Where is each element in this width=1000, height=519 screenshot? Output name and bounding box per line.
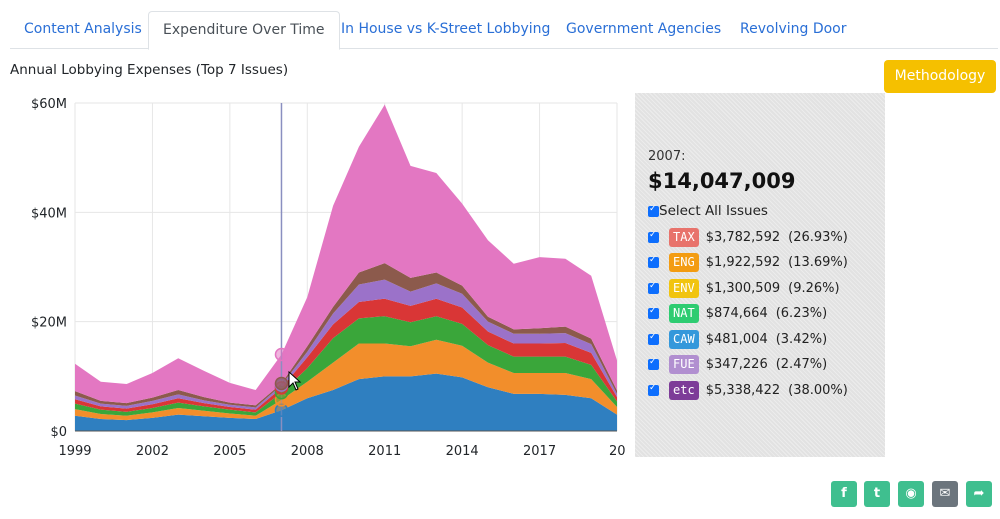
- issue-percent: (3.42%): [775, 331, 828, 347]
- twitter-icon[interactable]: t: [864, 481, 890, 507]
- issue-amount: $481,004: [705, 331, 768, 347]
- issue-percent: (2.47%): [775, 357, 828, 372]
- x-tick-label: 2005: [213, 444, 246, 459]
- x-tick-label: 2017: [523, 444, 556, 459]
- issue-checkbox[interactable]: [648, 230, 659, 243]
- tab-revolving-door[interactable]: Revolving Door: [740, 21, 847, 37]
- issue-badge: TAX: [669, 227, 699, 247]
- issue-badge: NAT: [669, 304, 699, 323]
- methodology-button[interactable]: Methodology: [884, 60, 996, 93]
- issue-checkbox[interactable]: [648, 332, 659, 345]
- tab-bar: Content Analysis Expenditure Over Time I…: [10, 11, 998, 50]
- issue-badge: CAW: [669, 329, 699, 349]
- issue-checkbox[interactable]: [648, 255, 659, 268]
- hover-marker: [274, 347, 289, 362]
- x-tick-label: 2014: [446, 444, 479, 459]
- select-all-issues[interactable]: Select All Issues: [648, 203, 768, 219]
- issue-percent: (26.93%): [788, 229, 848, 245]
- x-tick-label: 2011: [368, 444, 401, 459]
- issue-row-env[interactable]: ENV $1,300,509 (9.26%): [648, 277, 840, 299]
- issue-row-eng[interactable]: ENG $1,922,592 (13.69%): [648, 252, 848, 274]
- tab-government-agencies[interactable]: Government Agencies: [566, 21, 722, 37]
- issue-checkbox[interactable]: [648, 357, 659, 370]
- issue-checkbox[interactable]: [648, 383, 659, 396]
- series-area-3: [75, 298, 617, 413]
- issue-amount: $3,782,592: [705, 229, 781, 245]
- y-tick-label: $20M: [31, 316, 67, 331]
- issue-row-etc[interactable]: etc $5,338,422 (38.00%): [648, 379, 848, 401]
- y-tick-label: $0: [50, 425, 67, 440]
- tab-expenditure-over-time[interactable]: Expenditure Over Time: [148, 11, 340, 50]
- issue-row-fue[interactable]: FUE $347,226 (2.47%): [648, 354, 827, 376]
- issue-badge: etc: [669, 380, 699, 400]
- x-tick-label: 2002: [136, 444, 169, 459]
- hover-marker: [274, 376, 289, 391]
- issue-amount: $874,664: [705, 306, 768, 321]
- x-tick-label: 20: [609, 444, 626, 459]
- issue-amount: $1,922,592: [705, 255, 781, 270]
- issue-row-tax[interactable]: TAX $3,782,592 (26.93%): [648, 226, 848, 248]
- issue-percent: (38.00%): [788, 382, 848, 398]
- select-all-label: Select All Issues: [659, 203, 768, 219]
- x-tick-label: 2008: [291, 444, 324, 459]
- panel-total: $14,047,009: [648, 169, 796, 193]
- chart-title: Annual Lobbying Expenses (Top 7 Issues): [10, 62, 289, 78]
- mouse-cursor-icon: [288, 370, 302, 391]
- issue-percent: (6.23%): [775, 306, 828, 321]
- issue-row-nat[interactable]: NAT $874,664 (6.23%): [648, 303, 827, 325]
- issue-percent: (9.26%): [788, 280, 840, 296]
- share-icon[interactable]: ➦: [966, 481, 992, 507]
- issue-badge: FUE: [669, 355, 699, 374]
- y-tick-label: $60M: [31, 97, 67, 112]
- x-tick-label: 1999: [58, 444, 91, 459]
- issue-badge: ENG: [669, 253, 699, 272]
- series-area-5: [75, 263, 617, 408]
- series-area-6: [75, 104, 617, 406]
- tab-in-house-vs-k-street[interactable]: In House vs K-Street Lobbying: [341, 21, 551, 37]
- issue-checkbox[interactable]: [648, 281, 659, 294]
- series-area-0: [75, 373, 617, 431]
- reddit-icon[interactable]: ◉: [898, 481, 924, 507]
- select-all-checkbox[interactable]: [648, 204, 659, 217]
- issue-row-caw[interactable]: CAW $481,004 (3.42%): [648, 328, 827, 350]
- issue-amount: $1,300,509: [705, 280, 781, 296]
- issue-badge: ENV: [669, 278, 699, 298]
- y-tick-label: $40M: [31, 206, 67, 221]
- email-icon[interactable]: ✉: [932, 481, 958, 507]
- panel-year: 2007:: [648, 149, 686, 164]
- tab-content-analysis[interactable]: Content Analysis: [24, 21, 142, 37]
- issue-percent: (13.69%): [788, 255, 848, 270]
- issue-amount: $347,226: [705, 357, 768, 372]
- series-area-1: [75, 339, 617, 421]
- series-area-2: [75, 316, 617, 416]
- issue-checkbox[interactable]: [648, 306, 659, 319]
- facebook-icon[interactable]: f: [831, 481, 857, 507]
- series-area-4: [75, 279, 617, 410]
- issue-amount: $5,338,422: [705, 382, 781, 398]
- tooltip-panel: 2007: $14,047,009 Select All Issues TAX $…: [635, 93, 885, 457]
